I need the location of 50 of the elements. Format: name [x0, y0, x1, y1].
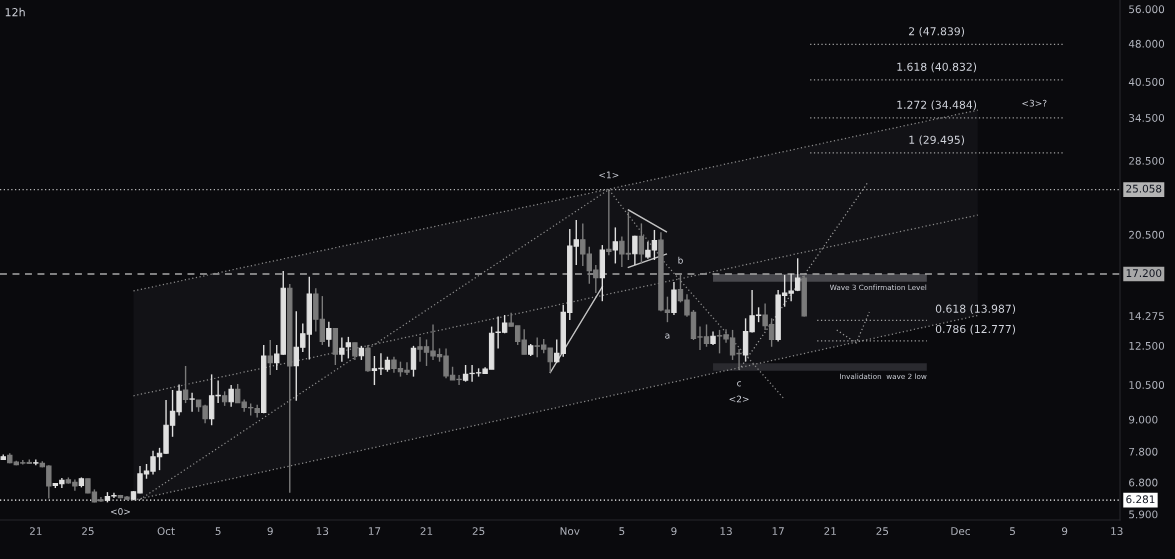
x-tick-label: 25: [472, 527, 485, 536]
y-tick-label: 9.000: [1128, 415, 1158, 424]
x-tick-label: 13: [720, 527, 732, 536]
series-label: 2 (47.839): [909, 26, 965, 37]
x-tick-label: 21: [824, 527, 836, 535]
series-label: 1 (29.495): [909, 135, 965, 146]
x-tick-label: 21: [29, 527, 42, 535]
x-tick-label: Oct: [157, 527, 175, 536]
x-tick-label: 9: [267, 527, 273, 536]
y-tick-label: 40.500: [1128, 78, 1165, 86]
x-tick-label: 5: [215, 527, 221, 536]
y-tick-label: 56.000: [1129, 5, 1165, 14]
x-tick-label: 17: [772, 527, 784, 535]
y-tick-label: 6.800: [1129, 478, 1158, 487]
x-tick-label: Nov: [560, 527, 580, 536]
x-tick-label: 9: [671, 527, 677, 536]
y-tick-label: 48.000: [1128, 39, 1165, 48]
x-tick-label: 5: [619, 527, 625, 536]
annotation: c: [737, 381, 741, 387]
y-tick-label: 12.500: [1129, 341, 1165, 350]
y-tick-label: 20.500: [1129, 230, 1165, 239]
y-tick-label: 28.500: [1129, 156, 1165, 165]
y-tick-label: 7.800: [1129, 447, 1158, 456]
x-tick-label: 25: [82, 527, 94, 536]
ref-line-label: 17.200: [1126, 269, 1162, 278]
series-label: 1.618 (40.832): [897, 62, 977, 73]
y-tick-label: 5.900: [1129, 510, 1158, 519]
x-tick-label: 25: [876, 527, 889, 536]
annotation: <0>: [110, 508, 130, 515]
x-tick-label: 5: [1010, 527, 1015, 536]
y-tick-label: 10.500: [1129, 381, 1165, 389]
series-label: 1.272 (34.484): [897, 100, 977, 111]
ref-line-label: 6.281: [1126, 495, 1155, 504]
annotation: <3>?: [1022, 99, 1047, 107]
y-tick-label: 14.275: [1129, 312, 1164, 320]
series-label: 0.618 (13.987): [935, 304, 1016, 315]
x-tick-label: 13: [1111, 527, 1123, 536]
annotation: a: [665, 333, 670, 339]
annotation: <1>: [599, 171, 619, 179]
x-tick-label: 9: [1061, 527, 1068, 536]
series-label: 0.786 (12.777): [935, 324, 1016, 335]
x-tick-label: Dec: [951, 527, 970, 536]
x-tick-label: 21: [420, 527, 433, 535]
ref-line-label: 25.058: [1126, 184, 1162, 193]
text: 12h: [5, 7, 25, 17]
annotation: <2>: [729, 395, 749, 403]
annotation: b: [678, 256, 683, 264]
y-tick-label: 34.500: [1129, 114, 1165, 122]
x-tick-label: 17: [368, 527, 381, 535]
x-tick-label: 13: [316, 527, 329, 536]
